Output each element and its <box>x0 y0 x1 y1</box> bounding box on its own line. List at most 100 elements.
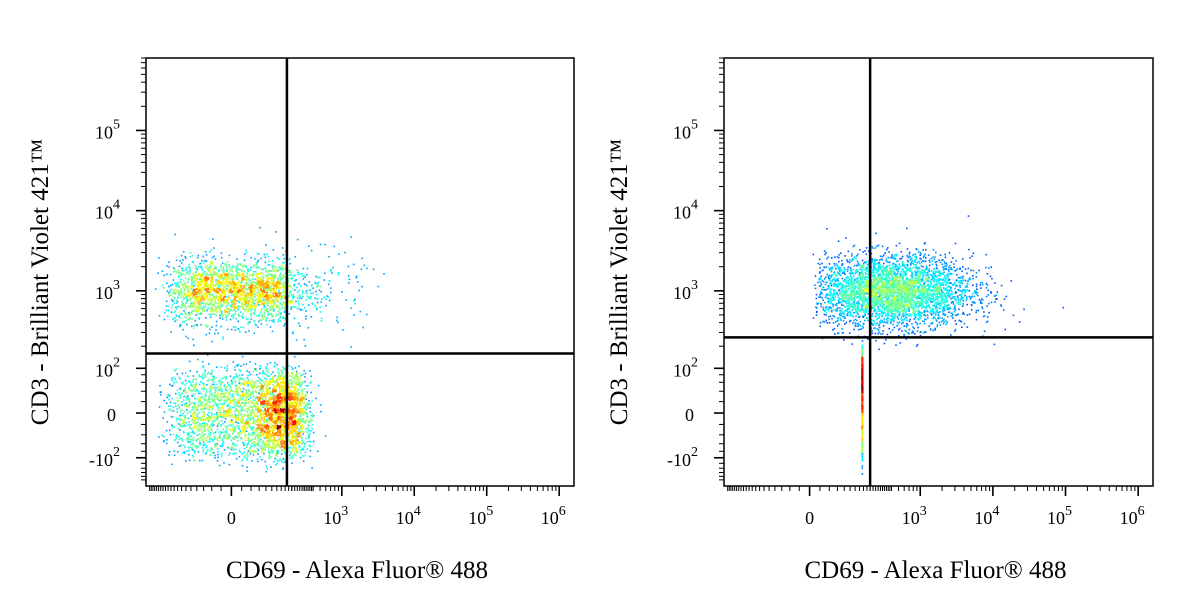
event-dot <box>233 283 235 285</box>
event-dot <box>168 405 170 407</box>
event-dot <box>256 304 258 306</box>
event-dot <box>212 238 214 240</box>
event-dot <box>217 295 219 298</box>
event-dot <box>222 336 225 338</box>
event-dot <box>282 366 285 368</box>
event-dot <box>246 275 249 278</box>
event-dot <box>223 449 226 451</box>
event-dot <box>211 309 214 312</box>
event-dot <box>253 281 255 283</box>
event-dot <box>196 256 199 259</box>
event-dot <box>229 409 232 412</box>
event-dot <box>175 368 178 371</box>
event-dot <box>249 361 251 363</box>
event-dot <box>281 372 284 375</box>
event-dot <box>277 320 279 323</box>
event-dot <box>212 303 214 306</box>
event-dot <box>252 278 254 280</box>
event-dot <box>219 431 222 433</box>
event-dot <box>225 277 227 280</box>
event-dot <box>176 373 178 375</box>
event-dot <box>220 252 223 254</box>
event-dot <box>172 318 174 320</box>
event-dot <box>171 304 174 306</box>
event-dot <box>263 304 266 307</box>
event-dot <box>196 309 199 311</box>
event-dot <box>302 426 305 428</box>
event-dot <box>194 423 197 425</box>
event-dot <box>177 285 179 288</box>
event-dot <box>221 406 223 408</box>
event-dot <box>162 435 165 438</box>
event-dot <box>186 317 188 319</box>
event-dot <box>239 430 242 432</box>
event-dot <box>220 300 223 302</box>
event-dot <box>268 300 270 303</box>
event-dot <box>244 296 246 298</box>
event-dot <box>238 382 241 384</box>
event-dot <box>247 455 249 457</box>
event-dot <box>272 419 274 421</box>
event-dot <box>233 305 236 308</box>
event-dot <box>290 393 293 396</box>
event-dot <box>292 297 294 300</box>
event-dot <box>196 291 198 294</box>
event-dot <box>245 279 248 282</box>
event-dot <box>209 273 211 276</box>
event-dot <box>301 382 303 385</box>
event-dot <box>239 420 242 422</box>
event-dot <box>176 389 179 392</box>
event-dot <box>205 260 208 262</box>
event-dot <box>191 325 193 328</box>
event-dot <box>245 318 248 321</box>
event-dot <box>230 291 232 294</box>
event-dot <box>256 415 259 418</box>
event-dot <box>168 398 170 401</box>
event-dot <box>273 380 276 383</box>
event-dot <box>191 408 194 411</box>
event-dot <box>201 306 204 309</box>
event-dot <box>189 306 191 308</box>
event-dot <box>211 452 214 454</box>
event-dot <box>203 299 206 301</box>
event-dot <box>168 394 170 396</box>
event-dot <box>230 308 232 311</box>
event-dot <box>195 293 197 295</box>
event-dot <box>284 317 286 320</box>
event-dot <box>259 396 261 399</box>
event-dot <box>209 288 211 290</box>
event-dot <box>256 396 258 398</box>
event-dot <box>184 424 186 426</box>
event-dot <box>262 427 265 430</box>
event-dot <box>244 308 246 311</box>
event-dot <box>224 303 227 305</box>
event-dot <box>229 266 231 269</box>
event-dot <box>198 301 201 303</box>
event-dot <box>324 435 327 437</box>
event-dot <box>263 301 266 304</box>
event-dot <box>268 282 270 284</box>
event-dot <box>304 394 307 396</box>
event-dot <box>189 297 191 299</box>
event-dot <box>197 417 200 419</box>
event-dot <box>201 446 204 449</box>
event-dot <box>185 335 187 338</box>
event-dot <box>298 442 301 444</box>
event-dot <box>281 307 284 310</box>
event-dot <box>225 378 227 380</box>
event-dot <box>247 434 250 437</box>
event-dot <box>293 407 296 409</box>
event-dot <box>288 284 290 287</box>
event-dot <box>272 451 275 453</box>
event-dot <box>220 264 222 266</box>
event-dot <box>234 405 236 407</box>
event-dot <box>230 328 233 331</box>
event-dot <box>281 440 283 442</box>
event-dot <box>240 407 242 410</box>
event-dot <box>249 285 251 287</box>
event-dot <box>221 262 224 265</box>
event-dot <box>201 438 204 440</box>
event-dot <box>202 419 205 422</box>
event-dot <box>178 294 181 296</box>
event-dot <box>215 273 218 276</box>
